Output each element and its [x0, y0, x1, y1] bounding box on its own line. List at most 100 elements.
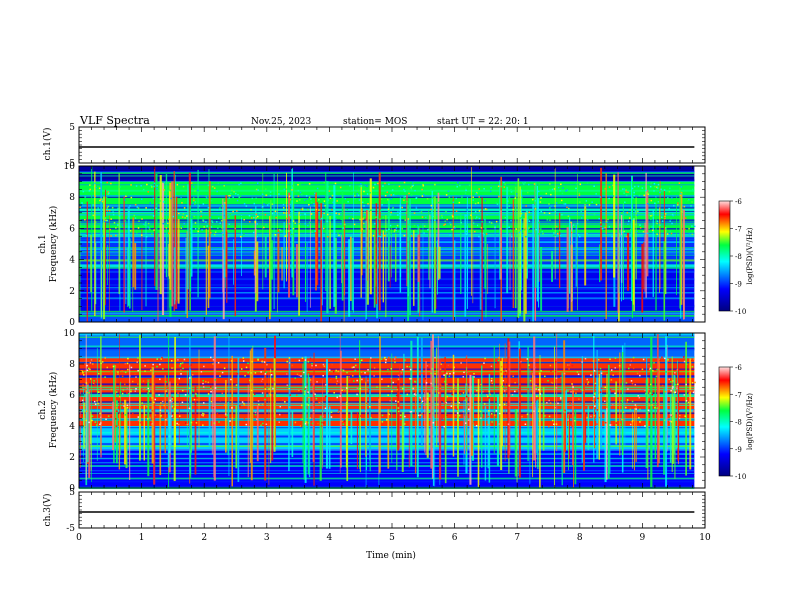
- ch1-spectrogram-speckle: [650, 218, 652, 221]
- ch1-spectrogram-speckle: [563, 203, 565, 205]
- ch1-spectrogram-speckle: [194, 203, 196, 205]
- ch1-spectrogram-speckle: [118, 214, 121, 217]
- ch1-spectrogram-speckle: [125, 195, 127, 198]
- ch1-spectrogram-speckle: [156, 187, 158, 190]
- ch1-spectrogram-speckle: [653, 182, 656, 185]
- ch1-spectrogram-speckle: [298, 199, 301, 201]
- ch1-spectrogram-speckle: [178, 212, 180, 215]
- ch1-spectrogram-speckle: [383, 234, 386, 237]
- ch2-spectrogram-sferic: [539, 372, 541, 488]
- ch1-spectrogram-speckle: [464, 216, 467, 219]
- ch1-spectrogram-speckle: [151, 233, 153, 236]
- ch1-spectrogram-sferic: [554, 167, 556, 280]
- ch2-spectrogram-speckle: [310, 367, 313, 369]
- ch1-spectrogram-speckle: [670, 218, 672, 220]
- ch2-spectrogram-speckle: [364, 372, 366, 374]
- ch1-spectrogram-speckle: [430, 210, 433, 213]
- ch1-spectrogram-speckle: [194, 227, 197, 230]
- ch1-spectrogram-speckle: [256, 223, 259, 225]
- ch2-spectrogram-speckle: [572, 386, 574, 388]
- ch2-spectrogram-speckle: [571, 364, 574, 367]
- ch2-spectrogram-speckle: [491, 382, 493, 385]
- ch2-spectrogram-speckle: [578, 398, 580, 400]
- ch1-spectrogram-sferic: [79, 218, 81, 314]
- ch1-spectrogram-speckle: [223, 185, 225, 187]
- ch2-spectrogram-speckle: [399, 394, 402, 397]
- ch2-spectrogram-speckle: [307, 391, 309, 393]
- ch2-spectrogram-speckle: [210, 390, 212, 393]
- ch1-spectrogram-speckle: [318, 199, 320, 201]
- ch2-spectrogram-speckle: [512, 375, 514, 378]
- ch2-spectrogram-speckle: [332, 370, 335, 373]
- ch2-spectrogram-speckle: [526, 358, 529, 360]
- ch2-spectrogram-speckle: [555, 423, 558, 425]
- ch2-spectrogram-speckle: [294, 377, 296, 379]
- ch2-spectrogram-speckle: [406, 393, 409, 396]
- ch2-spectrogram-speckle: [130, 366, 133, 369]
- ch2-spectrogram-sferic: [535, 400, 538, 454]
- ch1-spectrogram-speckle: [211, 220, 213, 222]
- ch2-spectrogram-speckle: [654, 406, 656, 409]
- ch1-spectrogram-speckle: [483, 233, 485, 236]
- ch2-spectrogram-speckle: [604, 400, 606, 402]
- ch1-spectrogram-speckle: [562, 224, 565, 227]
- colorbar-tick-label: -10: [735, 473, 746, 481]
- ch2-spectrogram-speckle: [200, 371, 203, 373]
- ch1-spectrogram-speckle: [374, 183, 376, 186]
- ch1-spectrogram-line-noise: [79, 315, 695, 317]
- ch2-spectrogram-speckle: [309, 379, 312, 381]
- ch1-spectrogram-speckle: [664, 215, 666, 218]
- ch1-spectrogram-speckle: [688, 198, 690, 201]
- ch1-spectrogram-speckle: [518, 231, 521, 234]
- ch2-spectrogram-sferic: [303, 361, 305, 480]
- ch2-spectrogram-speckle: [88, 421, 90, 424]
- ch1-spectrogram-speckle: [304, 213, 306, 215]
- ch2-spectrogram-speckle: [201, 412, 204, 415]
- ch2-spectrogram-speckle: [383, 358, 386, 360]
- ch1-spectrogram-sferic: [177, 219, 180, 304]
- ch1-spectrogram-sferic: [262, 173, 264, 290]
- ch2-spectrogram-speckle: [151, 422, 153, 425]
- ch2-spectrogram-speckle: [548, 425, 550, 428]
- ch2-spectrogram-speckle: [137, 416, 140, 418]
- ch2-spectrogram-speckle: [653, 362, 655, 364]
- ch2-spectrogram-speckle: [501, 375, 503, 377]
- ch2-spectrogram-speckle: [488, 410, 490, 412]
- ch1-spectrogram-speckle: [637, 185, 640, 188]
- ch1-spectrogram-speckle: [411, 185, 414, 188]
- ch1-spectrogram-speckle: [452, 216, 454, 218]
- colorbar-tick-label: -6: [735, 198, 742, 206]
- ch2-spectrogram-speckle: [97, 424, 99, 427]
- ch2-spectrogram-speckle: [301, 357, 304, 359]
- ch1-spectrogram-speckle: [398, 185, 401, 188]
- ch2-spectrogram-speckle: [348, 389, 350, 392]
- ch1-spectrogram-speckle: [667, 197, 669, 199]
- ch1-spectrogram-speckle: [243, 218, 245, 221]
- ch2-spectrogram-speckle: [403, 423, 406, 425]
- ch1-spectrogram-speckle: [464, 194, 466, 197]
- ch2-spectrogram-speckle: [408, 377, 411, 380]
- ch2-spectrogram-speckle: [129, 406, 131, 408]
- ch1-spectrogram-speckle: [537, 233, 540, 235]
- ch1-spectrogram-speckle: [510, 188, 512, 191]
- ch1-spectrogram-speckle: [327, 199, 330, 201]
- ch2-spectrogram-speckle: [126, 406, 129, 409]
- ch1-spectrogram-speckle: [289, 203, 292, 206]
- ch2-spectrogram-speckle: [300, 404, 303, 407]
- ch1-spectrogram-sferic: [134, 243, 137, 290]
- ch1-spectrogram-speckle: [585, 208, 587, 210]
- ch2-spectrogram-sferic: [484, 406, 487, 481]
- ch2-spectrogram-speckle: [520, 395, 523, 397]
- ch1-spectrogram-speckle: [228, 216, 230, 218]
- ch2-spectrogram-speckle: [544, 415, 546, 417]
- ch2-spectrogram-speckle: [100, 422, 102, 424]
- ch1-spectrogram-speckle: [145, 207, 147, 209]
- ch2-spectrogram-speckle: [178, 377, 181, 380]
- ch1-spectrogram-speckle: [510, 191, 513, 193]
- ch1-spectrogram-speckle: [548, 212, 551, 215]
- ch2-spectrogram-sferic: [350, 410, 353, 445]
- ch1-spectrogram-speckle: [559, 234, 562, 237]
- ch2-spectrogram-speckle: [124, 383, 126, 386]
- ch1-spectrogram-speckle: [677, 202, 679, 204]
- ch1-spectrogram-speckle: [119, 186, 121, 188]
